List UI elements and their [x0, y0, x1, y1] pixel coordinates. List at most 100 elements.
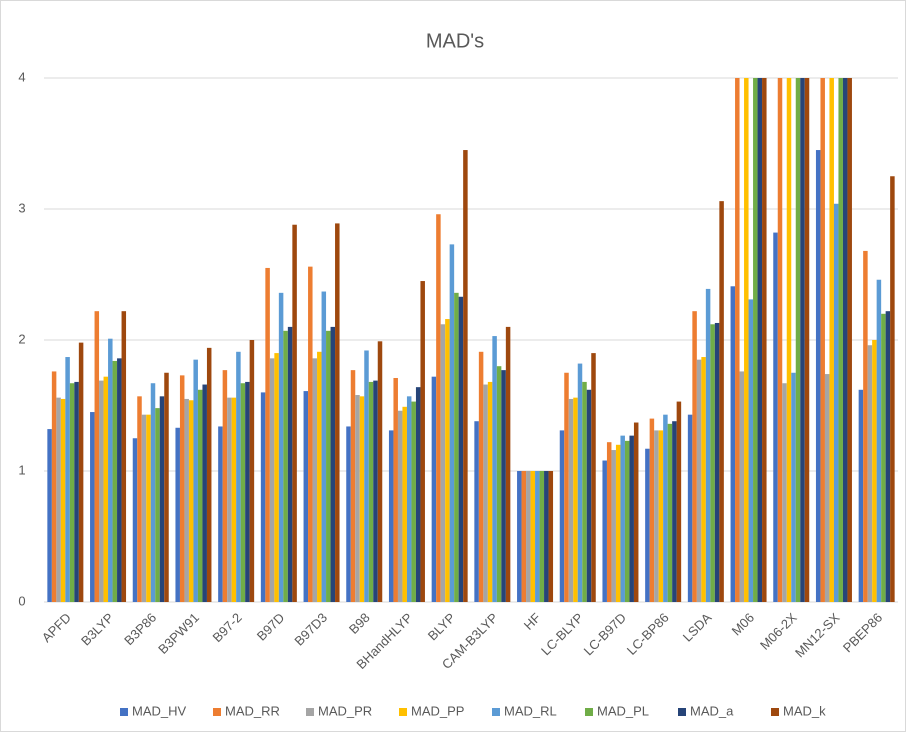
bar	[876, 279, 882, 602]
bar	[269, 358, 275, 602]
bar	[867, 345, 873, 602]
bar	[521, 471, 527, 602]
bar	[501, 370, 506, 602]
bar	[649, 418, 655, 602]
bar	[312, 358, 318, 602]
bar	[227, 397, 232, 602]
bar	[308, 266, 313, 602]
legend-swatch	[492, 708, 500, 716]
bar	[658, 430, 664, 602]
bar	[735, 78, 740, 602]
bar	[231, 397, 237, 602]
bar	[74, 381, 79, 602]
bar	[206, 347, 212, 602]
bar	[730, 286, 736, 602]
bar	[364, 350, 369, 602]
bar	[591, 353, 596, 602]
bar	[146, 414, 151, 602]
bar	[184, 398, 189, 602]
bar	[804, 78, 810, 602]
bar	[117, 358, 122, 602]
bar	[445, 319, 450, 602]
bar	[676, 401, 682, 602]
bar	[440, 324, 446, 602]
bar	[346, 426, 351, 602]
bar	[317, 351, 322, 602]
bar	[863, 250, 868, 602]
bar	[193, 359, 198, 602]
bar	[847, 78, 852, 602]
bar	[236, 351, 241, 602]
bar	[321, 291, 327, 602]
bar	[132, 438, 138, 602]
bar	[620, 435, 625, 602]
bar	[94, 311, 100, 602]
bar	[838, 78, 843, 602]
bar	[454, 292, 459, 602]
bar	[483, 384, 488, 602]
bar	[573, 397, 578, 602]
legend-swatch	[678, 708, 686, 716]
bar	[397, 410, 403, 602]
bar	[530, 471, 536, 602]
bar	[188, 400, 194, 602]
bar	[175, 427, 180, 602]
bar	[872, 340, 877, 602]
bar	[47, 429, 52, 602]
bar	[842, 78, 848, 602]
bar	[393, 377, 398, 602]
bar	[218, 426, 223, 602]
plot-area	[47, 78, 895, 602]
bar	[335, 223, 340, 602]
bar	[164, 372, 169, 602]
bar	[753, 78, 758, 602]
bar	[51, 371, 57, 602]
bar	[121, 311, 127, 602]
bar	[858, 389, 864, 602]
bar	[559, 430, 565, 602]
bar	[463, 150, 468, 602]
legend-label: MAD_PR	[318, 703, 372, 718]
bar	[411, 401, 416, 602]
bar	[748, 299, 754, 602]
bar	[278, 292, 284, 602]
bar	[762, 78, 767, 602]
bar	[330, 326, 336, 602]
bar	[568, 398, 574, 602]
bar	[474, 421, 479, 602]
bar	[287, 326, 293, 602]
bar	[373, 380, 378, 602]
legend-swatch	[585, 708, 593, 716]
bar	[820, 78, 825, 602]
bar	[564, 372, 569, 602]
bar	[629, 435, 634, 602]
bar	[60, 398, 66, 602]
bar	[586, 389, 592, 602]
bar	[782, 383, 787, 602]
bar	[815, 150, 821, 602]
y-tick-label: 3	[18, 200, 25, 215]
legend-label: MAD_a	[690, 703, 734, 718]
y-tick-label: 4	[18, 69, 25, 84]
bar	[487, 381, 493, 602]
bar	[710, 324, 715, 602]
bar	[197, 389, 203, 602]
bar	[654, 430, 659, 602]
bar	[108, 338, 113, 602]
bar	[701, 357, 706, 602]
legend-swatch	[120, 708, 128, 716]
bar	[624, 440, 630, 602]
bar	[240, 383, 246, 602]
bar	[881, 313, 886, 602]
bar	[56, 397, 61, 602]
bar	[406, 396, 412, 602]
legend-swatch	[771, 708, 779, 716]
bar	[350, 370, 356, 602]
bar	[496, 366, 502, 602]
y-tick-label: 0	[18, 593, 25, 608]
bar	[800, 78, 805, 602]
bar	[65, 357, 70, 602]
bar	[402, 406, 407, 602]
legend-label: MAD_HV	[132, 703, 187, 718]
